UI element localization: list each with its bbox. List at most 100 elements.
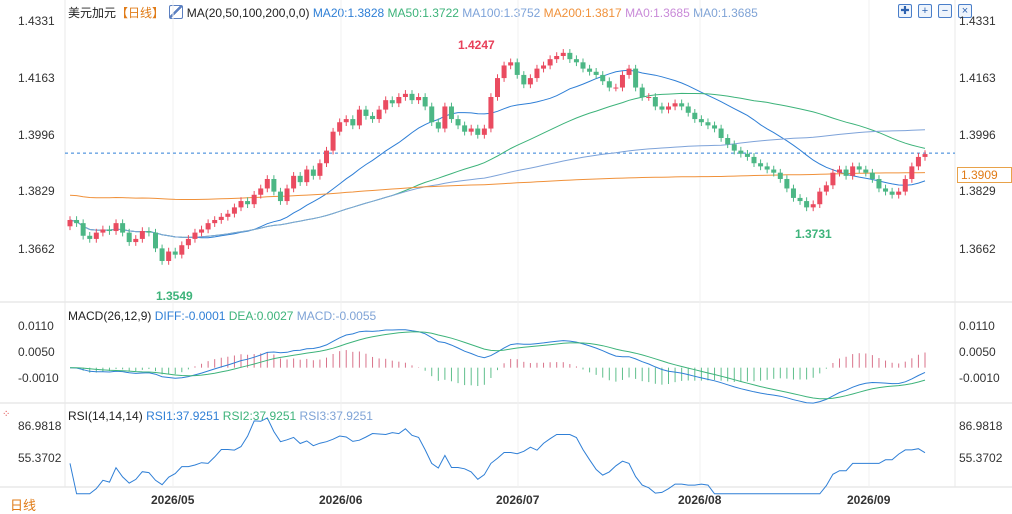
ma-values: MA20:1.3828 MA50:1.3722 MA100:1.3752 MA2… bbox=[313, 6, 758, 20]
candle-body bbox=[192, 232, 198, 239]
ma20-line bbox=[69, 69, 926, 239]
rsi-values: RSI1:37.9251 RSI2:37.9251 RSI3:37.9251 bbox=[146, 409, 373, 423]
ma-value-2: MA100:1.3752 bbox=[462, 6, 544, 20]
candle-body bbox=[593, 71, 599, 75]
candle-body bbox=[442, 106, 448, 129]
candle-body bbox=[751, 156, 757, 164]
candle-body bbox=[100, 229, 106, 233]
candle-body bbox=[725, 137, 731, 145]
macd-tick-label: 0.0110 bbox=[959, 319, 995, 333]
rsi-handle-icon[interactable]: ⁘ bbox=[2, 409, 11, 420]
candle-body bbox=[153, 232, 158, 249]
candle-body bbox=[80, 223, 86, 236]
candle-body bbox=[106, 229, 112, 232]
ma-label: MA(20,50,100,200,0,0) bbox=[186, 6, 310, 20]
candle-body bbox=[172, 251, 178, 255]
candle-body bbox=[823, 185, 829, 192]
macd-tick-label-left: 0.0050 bbox=[18, 345, 55, 359]
minus-icon[interactable]: − bbox=[938, 4, 952, 18]
candle-body bbox=[363, 109, 369, 116]
candle-body bbox=[587, 68, 593, 72]
macd-value-1: DEA:0.0027 bbox=[228, 309, 297, 323]
candle-body bbox=[330, 131, 336, 151]
candle-body bbox=[659, 106, 665, 110]
candle-body bbox=[146, 231, 152, 233]
macd-tick-label: 0.0050 bbox=[959, 345, 996, 359]
candle-body bbox=[666, 106, 671, 110]
candle-body bbox=[376, 109, 382, 120]
candle-body bbox=[185, 238, 191, 246]
candle-body bbox=[902, 178, 908, 192]
candle-body bbox=[856, 166, 862, 170]
candle-body bbox=[521, 74, 527, 85]
price-tick-label-left: 1.3996 bbox=[18, 128, 55, 142]
chart-header: 美元加元【日线】 MA(20,50,100,200,0,0) MA20:1.38… bbox=[68, 5, 758, 20]
ma-value-0: MA20:1.3828 bbox=[312, 6, 388, 20]
candle-body bbox=[205, 223, 211, 230]
candle-body bbox=[534, 68, 540, 79]
candle-body bbox=[495, 78, 500, 98]
candle-body bbox=[909, 166, 915, 179]
high-annotation: 1.4247 bbox=[458, 38, 495, 52]
plus-icon[interactable]: + bbox=[918, 4, 932, 18]
candle-body bbox=[238, 201, 244, 208]
candle-body bbox=[455, 119, 461, 126]
time-tick-label: 2026/08 bbox=[678, 493, 722, 507]
rsi-value-0: RSI1:37.9251 bbox=[146, 409, 223, 423]
candle-body bbox=[869, 172, 875, 179]
candle-body bbox=[514, 62, 520, 75]
candle-body bbox=[462, 125, 468, 132]
candle-body bbox=[133, 238, 139, 243]
candle-body bbox=[337, 122, 343, 132]
candle-body bbox=[159, 248, 165, 261]
price-tick-label: 1.4331 bbox=[959, 14, 996, 28]
price-tick-label-left: 1.4163 bbox=[18, 71, 55, 85]
period-label: 【日线】 bbox=[116, 6, 165, 20]
candle-body bbox=[225, 213, 231, 217]
candle-body bbox=[370, 115, 376, 120]
candle-body bbox=[67, 219, 73, 227]
crosshair-icon[interactable]: ✚ bbox=[898, 4, 912, 18]
candle-body bbox=[264, 178, 270, 189]
candle-body bbox=[692, 112, 698, 120]
low-annotation-2: 1.3731 bbox=[795, 227, 832, 241]
footer-period-label[interactable]: 日线 bbox=[10, 498, 37, 513]
ma200-line bbox=[69, 172, 926, 200]
candle-body bbox=[567, 52, 573, 60]
candle-body bbox=[212, 219, 218, 224]
candle-body bbox=[810, 204, 816, 208]
macd-value-0: DIFF:-0.0001 bbox=[154, 309, 229, 323]
candle-body bbox=[804, 201, 810, 208]
candle-body bbox=[93, 232, 99, 239]
candle-body bbox=[284, 188, 290, 202]
candle-body bbox=[166, 251, 172, 261]
candle-body bbox=[613, 87, 619, 89]
candle-body bbox=[218, 216, 224, 220]
candle-body bbox=[764, 166, 770, 170]
time-tick-label: 2026/09 bbox=[847, 493, 891, 507]
ma-value-4: MA0:1.3685 bbox=[625, 6, 694, 20]
candle-body bbox=[350, 119, 356, 126]
rsi-tick-label: 55.3702 bbox=[959, 451, 1003, 465]
candle-body bbox=[876, 178, 882, 189]
price-tick-label-left: 1.3662 bbox=[18, 242, 55, 256]
rsi-label: RSI(14,14,14) bbox=[68, 409, 143, 423]
candle-body bbox=[475, 128, 481, 135]
candle-body bbox=[468, 128, 474, 132]
candle-body bbox=[600, 74, 606, 82]
candle-body bbox=[915, 156, 921, 167]
candle-body bbox=[889, 191, 895, 195]
candle-body bbox=[738, 150, 744, 154]
time-tick-label: 2026/06 bbox=[319, 493, 363, 507]
candle-body bbox=[639, 87, 645, 98]
candle-body bbox=[343, 119, 349, 123]
candle-body bbox=[554, 56, 560, 60]
close-icon[interactable]: × bbox=[958, 4, 972, 18]
candle-body bbox=[258, 188, 264, 195]
candle-body bbox=[179, 245, 185, 255]
macd-tick-label-left: -0.0010 bbox=[18, 371, 59, 385]
rsi-tick-label: 86.9818 bbox=[959, 419, 1003, 433]
current-price-tag: 1.3909 bbox=[957, 167, 1012, 183]
candle-body bbox=[896, 191, 902, 195]
macd-dea-line bbox=[70, 331, 926, 400]
